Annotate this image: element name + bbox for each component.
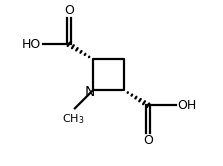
Text: O: O xyxy=(143,134,153,147)
Text: CH$_3$: CH$_3$ xyxy=(62,112,85,126)
Text: O: O xyxy=(64,4,74,17)
Text: HO: HO xyxy=(22,38,41,51)
Text: N: N xyxy=(84,84,95,98)
Text: OH: OH xyxy=(177,99,196,112)
